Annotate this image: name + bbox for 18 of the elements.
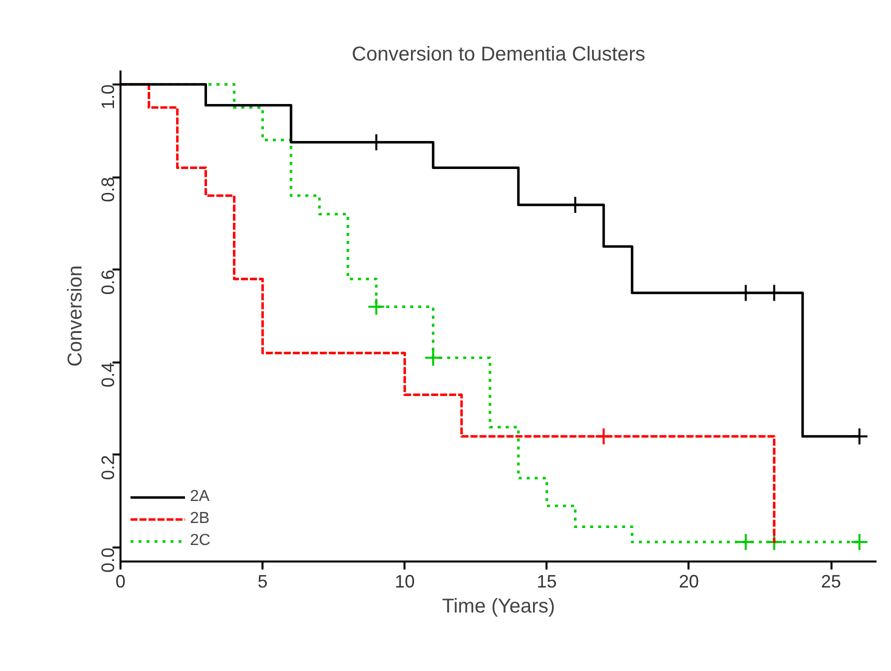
x-tick-label: 25 <box>821 572 842 592</box>
y-tick-label: 0.4 <box>98 362 118 388</box>
chart-title: Conversion to Dementia Clusters <box>352 44 646 66</box>
x-axis-title: Time (Years) <box>442 596 556 618</box>
x-tick-label: 5 <box>258 572 268 592</box>
y-tick-label: 0.0 <box>98 548 118 573</box>
y-axis-title: Conversion <box>64 265 86 367</box>
legend-label: 2B <box>190 510 210 528</box>
y-tick-label: 0.8 <box>98 177 118 202</box>
y-tick-label: 0.2 <box>98 454 118 480</box>
legend-label: 2A <box>190 488 210 506</box>
x-tick-label: 15 <box>536 572 557 592</box>
legend-label: 2C <box>190 532 210 550</box>
x-tick-label: 10 <box>394 572 415 592</box>
y-tick-label: 1.0 <box>98 84 118 110</box>
x-tick-label: 20 <box>678 572 699 592</box>
y-tick-label: 0.6 <box>98 270 118 295</box>
x-tick-label: 0 <box>115 572 126 592</box>
